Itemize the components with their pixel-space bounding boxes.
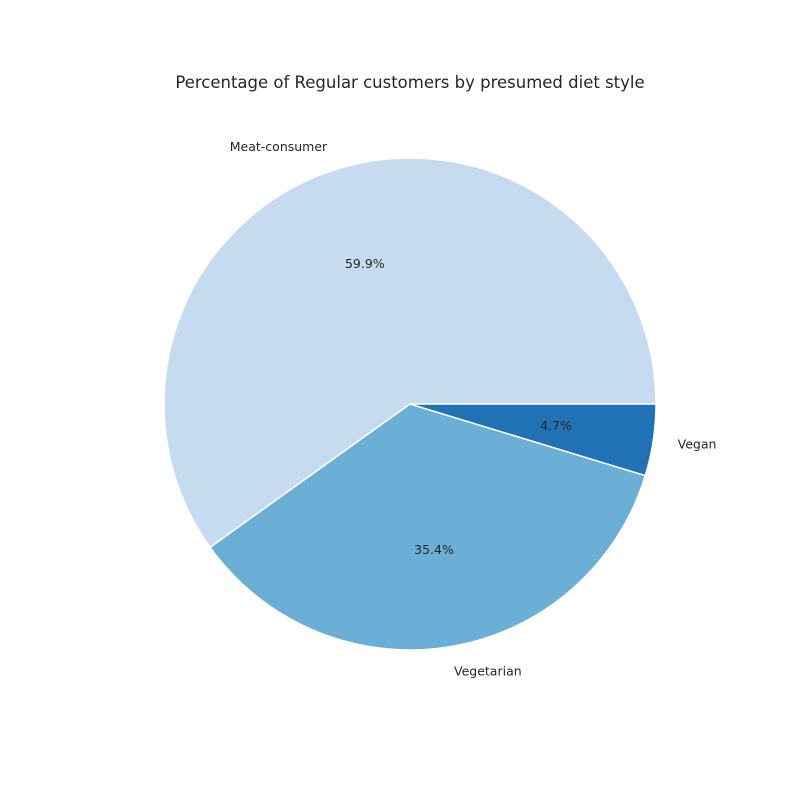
- slice-percent-vegetarian: 35.4%: [414, 542, 454, 557]
- pie-slice-vegetarian: [209, 403, 647, 651]
- chart-title: Percentage of Regular customers by presu…: [175, 73, 644, 92]
- pie-slice-vegan: [409, 403, 657, 477]
- pie-labels: Meat-consumer 59.9% Vegetarian 35.4% Vegan 4.…: [230, 139, 717, 679]
- pie-slices: [163, 157, 657, 651]
- slice-percent-vegan: 4.7%: [540, 418, 572, 433]
- pie-slice-meat-consumer: [163, 157, 657, 549]
- slice-label-vegetarian: Vegetarian: [454, 664, 522, 679]
- slice-percent-meat-consumer: 59.9%: [345, 256, 385, 271]
- slice-label-vegan: Vegan: [678, 436, 717, 451]
- slice-label-meat-consumer: Meat-consumer: [230, 139, 328, 154]
